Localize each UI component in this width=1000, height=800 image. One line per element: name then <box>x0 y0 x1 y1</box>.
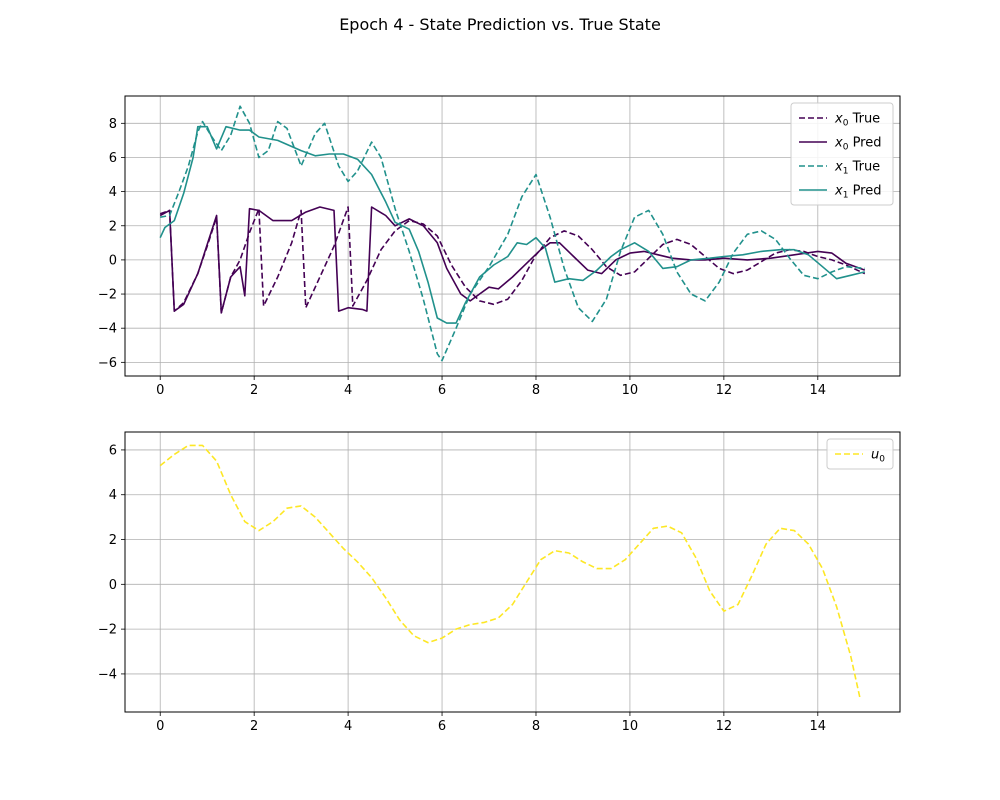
bottom-xtick-label: 12 <box>716 719 733 734</box>
bottom-xtick-label: 6 <box>438 719 446 734</box>
top-grid <box>125 96 900 376</box>
bottom-xtick-label: 0 <box>156 719 164 734</box>
top-xtick-label: 12 <box>716 383 733 398</box>
bottom-panel-input-plot: 0 2 4 6 8 10 12 14 −4 −2 0 2 4 6 u0 <box>98 431 901 734</box>
bottom-series-line-1 <box>159 444 861 699</box>
bottom-legend-label: u0 <box>871 448 885 465</box>
bottom-legend-box <box>826 438 894 470</box>
bottom-ytick-label: 0 <box>109 578 117 593</box>
top-ytick-label: 0 <box>109 253 117 268</box>
bottom-xtick-label: 2 <box>250 719 258 734</box>
top-ytick-label: −6 <box>98 356 117 371</box>
top-xtick-label: 0 <box>156 383 164 398</box>
top-xtick-label: 2 <box>250 383 258 398</box>
figure-title: Epoch 4 - State Prediction vs. True Stat… <box>339 15 661 34</box>
top-xtick-label: 4 <box>344 383 352 398</box>
top-ytick-label: −2 <box>98 288 117 303</box>
top-ytick-label: 6 <box>109 151 117 166</box>
bottom-grid <box>125 432 900 712</box>
top-ytick-label: −4 <box>98 322 117 337</box>
bottom-series-lines <box>159 444 861 699</box>
top-legend-box <box>790 102 894 206</box>
top-legend: x0 True x0 Pred x1 True x1 Pred <box>790 102 894 206</box>
top-legend-label: x0 Pred <box>834 136 882 153</box>
bottom-xtick-label: 10 <box>622 719 639 734</box>
bottom-ytick-label: −4 <box>98 667 117 682</box>
top-axes-frame <box>124 95 901 377</box>
top-xtick-label: 10 <box>622 383 639 398</box>
bottom-legend: u0 <box>826 438 894 470</box>
bottom-axes-frame <box>124 431 901 713</box>
top-panel-state-plot: 0 2 4 6 8 10 12 14 −6 −4 −2 0 2 4 6 8 x0 True x0 Pred x1 … <box>98 95 901 398</box>
top-ytick-label: 2 <box>109 219 117 234</box>
top-legend-label: x1 Pred <box>834 184 882 201</box>
top-legend-label: x1 True <box>834 160 880 177</box>
bottom-ytick-label: 4 <box>109 488 117 503</box>
top-xtick-label: 14 <box>810 383 827 398</box>
bottom-ytick-label: −2 <box>98 623 117 638</box>
bottom-ytick-label: 2 <box>109 533 117 548</box>
bottom-xtick-label: 8 <box>532 719 540 734</box>
top-xtick-label: 6 <box>438 383 446 398</box>
top-xtick-label: 8 <box>532 383 540 398</box>
bottom-ytick-label: 6 <box>109 443 117 458</box>
top-series-line-1 <box>159 206 866 314</box>
top-series-lines <box>159 105 866 362</box>
top-ytick-label: 8 <box>109 117 117 132</box>
bottom-xtick-label: 14 <box>810 719 827 734</box>
top-series-line-4 <box>159 125 865 324</box>
top-ytick-label: 4 <box>109 185 117 200</box>
bottom-xtick-label: 4 <box>344 719 352 734</box>
top-legend-label: x0 True <box>834 112 880 129</box>
top-series-line-3 <box>160 105 865 362</box>
bottom-ticks: 0 2 4 6 8 10 12 14 −4 −2 0 2 4 6 <box>98 443 826 734</box>
top-series-line-2 <box>159 206 866 314</box>
top-ticks: 0 2 4 6 8 10 12 14 −6 −4 −2 0 2 4 6 8 <box>98 117 826 398</box>
